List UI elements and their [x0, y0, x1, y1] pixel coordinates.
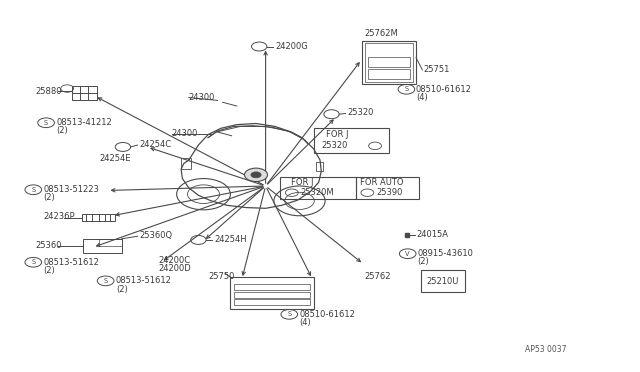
- Text: (2): (2): [44, 193, 55, 202]
- Bar: [72, 86, 97, 100]
- Text: (2): (2): [44, 266, 55, 275]
- Text: S: S: [44, 120, 48, 126]
- Text: 24236P: 24236P: [44, 212, 75, 221]
- Text: S: S: [404, 86, 408, 92]
- Text: 24300: 24300: [189, 93, 215, 102]
- Text: 25762M: 25762M: [365, 29, 399, 38]
- Text: 08513-51612: 08513-51612: [44, 258, 99, 267]
- Text: 24015A: 24015A: [416, 230, 448, 239]
- Text: 25320: 25320: [348, 108, 374, 117]
- Bar: [181, 158, 191, 169]
- Text: AP53 0037: AP53 0037: [525, 345, 566, 354]
- Text: FOR J: FOR J: [326, 130, 349, 139]
- Text: (2): (2): [116, 285, 127, 294]
- Text: (4): (4): [300, 318, 311, 327]
- Bar: [421, 270, 465, 292]
- Text: 08513-51223: 08513-51223: [44, 185, 99, 194]
- Circle shape: [251, 172, 261, 178]
- Text: FOR AUTO: FOR AUTO: [360, 178, 403, 187]
- Text: (2): (2): [417, 257, 429, 266]
- Bar: [82, 214, 115, 221]
- Circle shape: [244, 168, 268, 182]
- Text: 24200C: 24200C: [159, 256, 191, 265]
- Text: 08510-61612: 08510-61612: [300, 310, 355, 319]
- Text: 25390: 25390: [376, 188, 403, 197]
- Text: (4): (4): [416, 93, 428, 102]
- Text: 08513-51612: 08513-51612: [116, 276, 172, 285]
- Text: 25320M: 25320M: [301, 188, 335, 197]
- Text: 25762: 25762: [365, 272, 391, 280]
- Bar: [230, 277, 314, 309]
- Text: 08510-61612: 08510-61612: [416, 85, 472, 94]
- Bar: [362, 41, 416, 84]
- Text: 25880: 25880: [35, 87, 61, 96]
- Text: S: S: [287, 311, 291, 317]
- Text: 08915-43610: 08915-43610: [417, 249, 473, 258]
- Bar: [234, 292, 310, 298]
- Text: 08513-41212: 08513-41212: [56, 118, 112, 127]
- Text: FOR J: FOR J: [291, 178, 314, 187]
- Bar: [99, 239, 122, 246]
- Bar: [368, 57, 410, 67]
- Text: S: S: [104, 278, 108, 284]
- Text: 25750: 25750: [208, 272, 234, 280]
- Bar: [365, 43, 413, 82]
- Text: 24254H: 24254H: [214, 235, 247, 244]
- Bar: [234, 299, 310, 305]
- Text: 24300: 24300: [172, 129, 198, 138]
- Bar: [280, 177, 356, 199]
- Text: 24200D: 24200D: [159, 264, 191, 273]
- Bar: [316, 162, 323, 171]
- Text: 24254E: 24254E: [99, 154, 131, 163]
- Text: 25751: 25751: [424, 65, 450, 74]
- Bar: [314, 128, 389, 153]
- Text: 25360: 25360: [35, 241, 61, 250]
- Text: (2): (2): [56, 126, 68, 135]
- Bar: [83, 239, 122, 253]
- Bar: [368, 69, 410, 79]
- Text: S: S: [31, 187, 35, 193]
- Bar: [356, 177, 419, 199]
- Text: S: S: [31, 259, 35, 265]
- Text: V: V: [405, 251, 410, 257]
- Bar: [234, 284, 310, 290]
- Text: 25210U: 25210U: [426, 277, 459, 286]
- Text: 24200G: 24200G: [275, 42, 308, 51]
- Text: 25360Q: 25360Q: [140, 231, 173, 240]
- Text: 25320: 25320: [321, 141, 348, 150]
- Text: 24254C: 24254C: [140, 140, 172, 149]
